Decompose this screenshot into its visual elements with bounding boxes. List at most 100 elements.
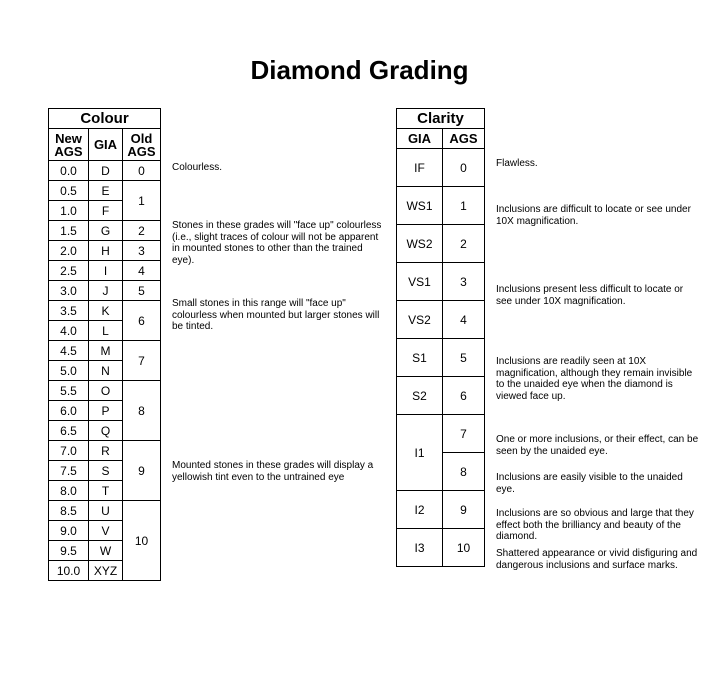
clarity-gia-cell: I2	[397, 491, 443, 529]
colour-newags-cell: 1.0	[49, 201, 89, 221]
clarity-ags-cell: 5	[443, 339, 485, 377]
colour-newags-cell: 2.0	[49, 241, 89, 261]
clarity-table: Clarity GIA AGS IF0WS11WS22VS13VS24S15S2…	[396, 108, 485, 567]
colour-table: Colour NewAGS GIA OldAGS 0.0D00.5E11.0F1…	[48, 108, 161, 581]
colour-gia-cell: W	[89, 541, 123, 561]
colour-newags-cell: 0.0	[49, 161, 89, 181]
clarity-gia-cell: S2	[397, 377, 443, 415]
colour-oldags-cell: 1	[123, 181, 161, 221]
colour-gia-cell: T	[89, 481, 123, 501]
clarity-ags-cell: 7	[443, 415, 485, 453]
clarity-ags-cell: 9	[443, 491, 485, 529]
colour-gia-cell: R	[89, 441, 123, 461]
colour-row: 7.0R9	[49, 441, 161, 461]
clarity-header: Clarity	[397, 109, 485, 129]
colour-gia-cell: S	[89, 461, 123, 481]
clarity-gia-cell: I1	[397, 415, 443, 491]
colour-newags-cell: 10.0	[49, 561, 89, 581]
clarity-row: VS24	[397, 301, 485, 339]
colour-newags-cell: 2.5	[49, 261, 89, 281]
colour-row: 3.0J5	[49, 281, 161, 301]
clarity-row: I310	[397, 529, 485, 567]
colour-row: 8.5U10	[49, 501, 161, 521]
clarity-note: Inclusions are so obvious and large that…	[496, 508, 701, 543]
clarity-note: Inclusions are easily visible to the una…	[496, 472, 701, 495]
clarity-ags-cell: 6	[443, 377, 485, 415]
colour-row: 0.0D0	[49, 161, 161, 181]
colour-col-newags: NewAGS	[49, 129, 89, 161]
colour-newags-cell: 0.5	[49, 181, 89, 201]
colour-section: Colour NewAGS GIA OldAGS 0.0D00.5E11.0F1…	[48, 108, 388, 581]
colour-gia-cell: G	[89, 221, 123, 241]
colour-oldags-cell: 10	[123, 501, 161, 581]
colour-gia-cell: U	[89, 501, 123, 521]
colour-gia-cell: D	[89, 161, 123, 181]
clarity-gia-cell: WS2	[397, 225, 443, 263]
colour-gia-cell: H	[89, 241, 123, 261]
colour-row: 1.5G2	[49, 221, 161, 241]
colour-row: 3.5K6	[49, 301, 161, 321]
clarity-note: Flawless.	[496, 158, 701, 170]
clarity-gia-cell: IF	[397, 149, 443, 187]
colour-gia-cell: J	[89, 281, 123, 301]
colour-newags-cell: 5.0	[49, 361, 89, 381]
colour-gia-cell: E	[89, 181, 123, 201]
clarity-col-ags: AGS	[443, 129, 485, 149]
colour-header: Colour	[49, 109, 161, 129]
colour-note: Small stones in this range will "face up…	[172, 298, 382, 333]
colour-newags-cell: 9.0	[49, 521, 89, 541]
clarity-ags-cell: 3	[443, 263, 485, 301]
colour-newags-cell: 4.5	[49, 341, 89, 361]
clarity-gia-cell: WS1	[397, 187, 443, 225]
clarity-note: Inclusions are readily seen at 10X magni…	[496, 356, 701, 402]
colour-oldags-cell: 7	[123, 341, 161, 381]
colour-oldags-cell: 8	[123, 381, 161, 441]
colour-newags-cell: 8.5	[49, 501, 89, 521]
clarity-ags-cell: 0	[443, 149, 485, 187]
page-title: Diamond Grading	[0, 55, 719, 86]
clarity-gia-cell: I3	[397, 529, 443, 567]
colour-newags-cell: 4.0	[49, 321, 89, 341]
colour-newags-cell: 6.0	[49, 401, 89, 421]
clarity-row: S26	[397, 377, 485, 415]
clarity-note: Inclusions are difficult to locate or se…	[496, 204, 701, 227]
colour-newags-cell: 3.5	[49, 301, 89, 321]
colour-oldags-cell: 6	[123, 301, 161, 341]
colour-newags-cell: 7.0	[49, 441, 89, 461]
colour-col-oldags: OldAGS	[123, 129, 161, 161]
colour-newags-cell: 8.0	[49, 481, 89, 501]
clarity-row: WS11	[397, 187, 485, 225]
colour-gia-cell: N	[89, 361, 123, 381]
colour-oldags-cell: 3	[123, 241, 161, 261]
colour-gia-cell: I	[89, 261, 123, 281]
clarity-ags-cell: 1	[443, 187, 485, 225]
colour-oldags-cell: 4	[123, 261, 161, 281]
colour-row: 2.5I4	[49, 261, 161, 281]
clarity-row: I29	[397, 491, 485, 529]
clarity-ags-cell: 10	[443, 529, 485, 567]
colour-gia-cell: O	[89, 381, 123, 401]
colour-note: Mounted stones in these grades will disp…	[172, 460, 382, 483]
clarity-row: S15	[397, 339, 485, 377]
clarity-note: One or more inclusions, or their effect,…	[496, 434, 701, 457]
clarity-section: Clarity GIA AGS IF0WS11WS22VS13VS24S15S2…	[396, 108, 706, 567]
clarity-ags-cell: 4	[443, 301, 485, 339]
colour-newags-cell: 3.0	[49, 281, 89, 301]
clarity-col-gia: GIA	[397, 129, 443, 149]
colour-gia-cell: K	[89, 301, 123, 321]
clarity-row: VS13	[397, 263, 485, 301]
colour-note: Colourless.	[172, 162, 382, 174]
colour-oldags-cell: 9	[123, 441, 161, 501]
clarity-ags-cell: 8	[443, 453, 485, 491]
colour-newags-cell: 6.5	[49, 421, 89, 441]
clarity-row: IF0	[397, 149, 485, 187]
colour-oldags-cell: 5	[123, 281, 161, 301]
colour-gia-cell: XYZ	[89, 561, 123, 581]
colour-gia-cell: P	[89, 401, 123, 421]
clarity-ags-cell: 2	[443, 225, 485, 263]
colour-row: 4.5M7	[49, 341, 161, 361]
clarity-note: Shattered appearance or vivid disfigurin…	[496, 548, 701, 571]
clarity-gia-cell: S1	[397, 339, 443, 377]
colour-row: 5.5O8	[49, 381, 161, 401]
clarity-row: I17	[397, 415, 485, 453]
